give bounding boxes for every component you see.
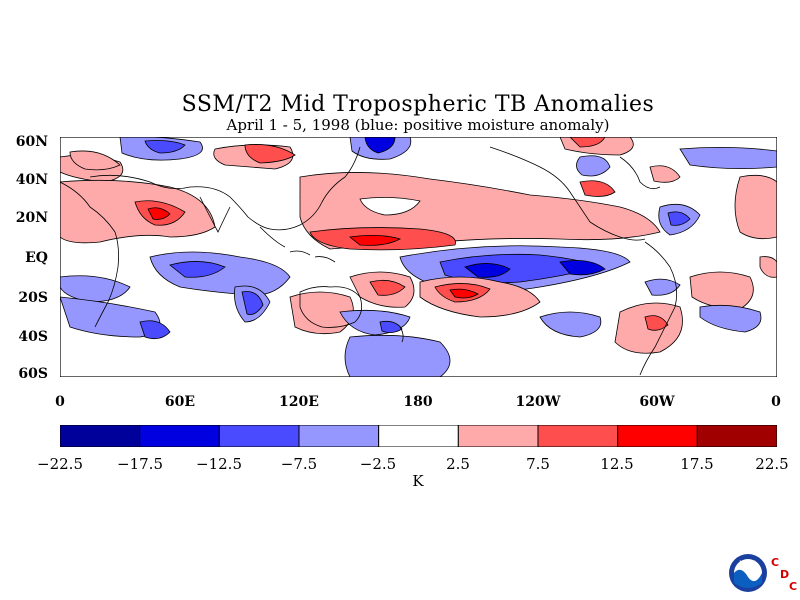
lat-label-eq: EQ bbox=[25, 250, 48, 266]
anomaly-region bbox=[759, 256, 777, 278]
lon-label-60e: 60E bbox=[164, 394, 196, 410]
colorbar-label: 22.5 bbox=[755, 455, 789, 473]
colorbar-label: −12.5 bbox=[196, 455, 242, 473]
anomaly-region bbox=[734, 174, 777, 240]
map-title: SSM/T2 Mid Tropospheric TB Anomalies bbox=[181, 92, 655, 117]
colorbar-label: −2.5 bbox=[359, 455, 397, 473]
anomaly-region bbox=[689, 271, 754, 310]
anomaly-region bbox=[576, 155, 611, 177]
coastlines bbox=[60, 146, 678, 376]
anomaly-region bbox=[344, 334, 451, 377]
colorbar-label: −22.5 bbox=[37, 455, 83, 473]
colorbar-label: 2.5 bbox=[446, 455, 470, 473]
lon-label-180: 180 bbox=[403, 394, 433, 410]
colorbar-swatch bbox=[617, 425, 698, 447]
anomaly-region bbox=[359, 197, 421, 216]
anomaly-region bbox=[539, 311, 602, 338]
colorbar-unit: K bbox=[412, 472, 424, 490]
noaa-logo: NOAA bbox=[729, 554, 767, 592]
lat-label-60s: 60S bbox=[18, 366, 48, 382]
cdc-letter: D bbox=[780, 568, 790, 581]
lon-label-0: 0 bbox=[55, 394, 65, 410]
anomaly-region bbox=[69, 150, 121, 171]
anomaly-region bbox=[349, 235, 402, 246]
anomaly-region bbox=[147, 207, 171, 220]
anomaly-region bbox=[449, 288, 479, 299]
cdc-letter: C bbox=[771, 556, 780, 569]
logo-text: NOAA bbox=[739, 560, 757, 567]
map-subtitle: April 1 - 5, 1998 (blue: positive moistu… bbox=[226, 116, 610, 134]
anomaly-region bbox=[364, 137, 396, 154]
colorbar-swatch bbox=[378, 425, 459, 447]
anomaly-region bbox=[559, 260, 606, 276]
colorbar-swatch bbox=[457, 425, 539, 447]
anomaly-region bbox=[579, 180, 616, 197]
anomaly-map bbox=[60, 137, 777, 377]
anomaly-region bbox=[644, 315, 669, 331]
anomaly-region bbox=[369, 279, 406, 296]
anomaly-region bbox=[60, 179, 216, 244]
anomaly-region bbox=[667, 211, 691, 226]
anomaly-region bbox=[464, 263, 511, 278]
anomaly-region bbox=[649, 165, 681, 183]
anomaly-region bbox=[699, 304, 762, 333]
colorbar-swatch bbox=[218, 425, 300, 447]
anomaly-region bbox=[644, 278, 681, 296]
colorbar-label: −17.5 bbox=[117, 455, 163, 473]
anomaly-region bbox=[679, 147, 777, 169]
lon-label-60w: 60W bbox=[639, 394, 675, 410]
lon-label-0-east: 0 bbox=[771, 394, 781, 410]
lon-label-120w: 120W bbox=[515, 394, 561, 410]
lat-label-40n: 40N bbox=[15, 172, 48, 188]
anomaly-region bbox=[244, 144, 296, 164]
colorbar bbox=[60, 425, 777, 447]
lat-label-40s: 40S bbox=[18, 329, 48, 345]
colorbar-swatch bbox=[298, 425, 380, 447]
colorbar-swatch bbox=[537, 425, 619, 447]
anomaly-region bbox=[60, 275, 131, 303]
colorbar-label: 7.5 bbox=[526, 455, 550, 473]
anomaly-region bbox=[241, 291, 264, 315]
colorbar-swatch bbox=[60, 425, 141, 447]
colorbar-label: 17.5 bbox=[680, 455, 714, 473]
colorbar-label: 12.5 bbox=[600, 455, 634, 473]
colorbar-swatch bbox=[139, 425, 220, 447]
lon-label-120e: 120E bbox=[279, 394, 319, 410]
anomaly-region bbox=[379, 320, 403, 333]
colorbar-swatch bbox=[696, 425, 777, 447]
colorbar-label: −7.5 bbox=[280, 455, 318, 473]
anomaly-region bbox=[144, 140, 186, 154]
lat-label-20s: 20S bbox=[18, 290, 48, 306]
lat-label-20n: 20N bbox=[15, 210, 48, 226]
anomaly-region bbox=[139, 320, 171, 340]
anomaly-region bbox=[169, 261, 226, 278]
cdc-letter: C bbox=[789, 580, 798, 593]
lat-label-60n: 60N bbox=[15, 134, 48, 150]
